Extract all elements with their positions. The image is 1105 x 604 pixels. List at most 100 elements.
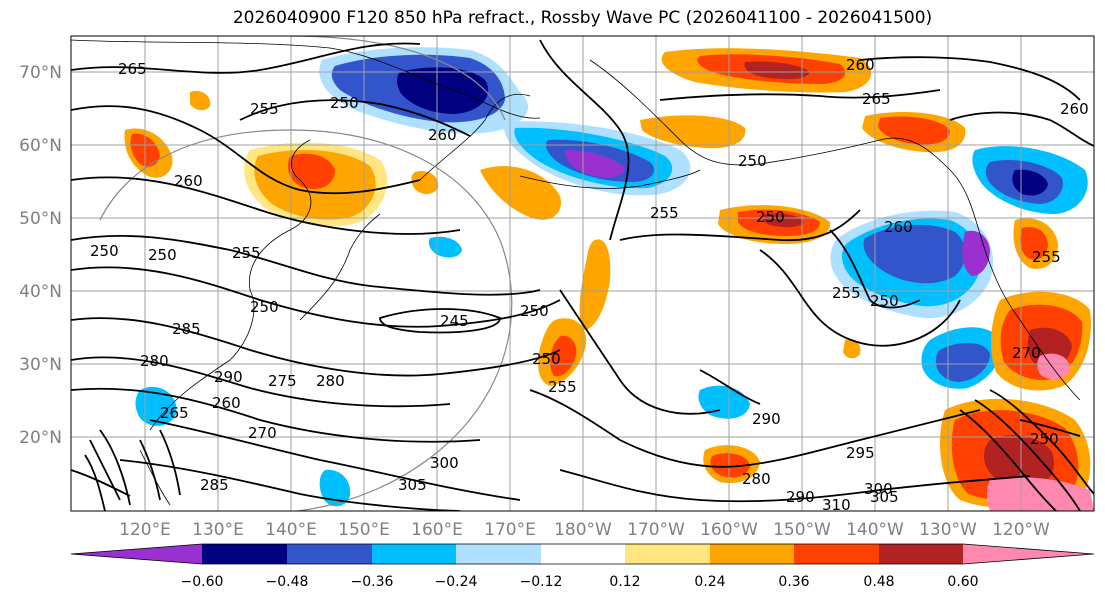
coastlines	[71, 39, 1081, 506]
contour-label: 260	[1060, 100, 1089, 118]
contour-label: 255	[650, 204, 679, 222]
lon-tick-label: 120°E	[119, 520, 171, 540]
contour-label: 305	[398, 476, 427, 494]
colorbar-tick-label: 0.60	[947, 574, 978, 590]
colorbar-segment	[456, 544, 541, 564]
contour-line	[559, 469, 1031, 503]
contour-label: 260	[212, 394, 241, 412]
contour-label: 250	[250, 298, 279, 316]
contour-label: 250	[756, 208, 785, 226]
projection-circle-outer	[289, 36, 506, 121]
contour-line	[71, 317, 561, 377]
shaded-anomaly-layer	[124, 47, 1094, 511]
refractivity-contours	[71, 39, 1094, 511]
anomaly-pos-hawaii-region	[710, 453, 750, 478]
contour-line	[71, 105, 421, 195]
contour-label: 300	[430, 454, 459, 472]
contour-label: 250	[870, 292, 899, 310]
coastline-japan	[299, 213, 381, 321]
contour-line	[959, 409, 1057, 511]
anomaly-neg-northeast-pacific	[962, 230, 990, 276]
lon-tick-label: 180°W	[554, 520, 612, 540]
map-frame	[70, 35, 1095, 512]
contour-label: 295	[846, 444, 875, 462]
contour-label: 255	[548, 378, 577, 396]
contour-label: 245	[440, 312, 469, 330]
contour-label: 250	[738, 152, 767, 170]
lat-tick-label: 70°N	[19, 63, 62, 83]
anomaly-pos-alaska-coast	[640, 115, 746, 149]
colorbar-tick-label: −0.48	[266, 574, 309, 590]
contour-label: 250	[532, 350, 561, 368]
contour-label: 270	[248, 424, 277, 442]
colorbar-segment	[710, 544, 794, 564]
contour-label: 255	[832, 284, 861, 302]
contour-line	[659, 89, 941, 101]
contour-label: 285	[172, 320, 201, 338]
contour-label: 310	[822, 496, 851, 514]
contour-label: 290	[214, 368, 243, 386]
lat-tick-label: 50°N	[19, 209, 62, 229]
colorbar-tick-label: 0.12	[609, 574, 640, 590]
contour-line	[619, 209, 861, 242]
anomaly-neg-california-coast	[936, 342, 990, 382]
lon-tick-label: 170°E	[484, 520, 536, 540]
contour-line	[539, 39, 630, 241]
contour-label: 270	[1012, 344, 1041, 362]
contour-label: 265	[862, 90, 891, 108]
contour-line	[71, 176, 461, 235]
colorbar-segment	[372, 544, 456, 564]
colorbar: −0.60 −0.48 −0.36 −0.24 −0.12 0.12 0.24 …	[70, 543, 1095, 590]
lat-tick-label: 60°N	[19, 136, 62, 156]
coastline-kamchatka	[419, 94, 531, 181]
contour-line	[859, 56, 1081, 101]
colorbar-tick-label: −0.12	[520, 574, 563, 590]
anomaly-pos-small	[411, 170, 439, 194]
anomaly-pos-small	[843, 338, 861, 359]
lon-tick-label: 150°W	[773, 520, 831, 540]
colorbar-extend-low	[71, 544, 202, 564]
contour-line	[71, 387, 481, 443]
lon-tick-label: 120°W	[992, 520, 1050, 540]
contour-label: 290	[786, 488, 815, 506]
anomaly-pos-subtropic-streak	[550, 335, 577, 377]
contour-line	[989, 389, 1094, 495]
contour-label: 290	[752, 410, 781, 428]
contour-label: 255	[250, 100, 279, 118]
contour-line	[379, 308, 501, 334]
anomaly-pos-subtropic-streak	[579, 239, 611, 330]
contour-line	[759, 249, 961, 347]
contour-label: 280	[316, 372, 345, 390]
lon-tick-label: 150°E	[338, 520, 390, 540]
contour-label: 250	[90, 242, 119, 260]
contour-line	[559, 289, 721, 415]
contour-label: 255	[232, 244, 261, 262]
contour-label: 260	[174, 172, 203, 190]
contour-label: 285	[200, 476, 229, 494]
colorbar-tick-label: −0.60	[181, 574, 224, 590]
colorbar-segment	[625, 544, 710, 564]
contour-label: 250	[1030, 430, 1059, 448]
colorbar-tick-label: −0.36	[351, 574, 394, 590]
contour-line	[149, 419, 521, 501]
contour-label: 305	[870, 488, 899, 506]
contour-line	[239, 99, 471, 137]
contour-label: 250	[330, 94, 359, 112]
lat-tick-label: 40°N	[19, 282, 62, 302]
contour-line	[1019, 419, 1081, 437]
contour-label: 260	[428, 126, 457, 144]
anomaly-neg-bering-sea	[565, 150, 625, 178]
colorbar-tick-label: 0.24	[694, 574, 725, 590]
anomaly-neg-arctic-east-siberia	[397, 67, 489, 114]
lon-tick-label: 130°E	[192, 520, 244, 540]
lat-tick-label: 30°N	[19, 355, 62, 375]
anomaly-neg-subtropic	[698, 385, 750, 419]
map-title: 2026040900 F120 850 hPa refract., Rossby…	[232, 8, 933, 28]
anomaly-pos-california-subtropic	[1037, 353, 1070, 380]
lon-tick-label: 140°E	[265, 520, 317, 540]
contour-label-group: 265 255 250 260 260 250 250 255 245 250 …	[90, 56, 1089, 514]
lon-tick-label: 140°W	[846, 520, 904, 540]
contour-line	[949, 111, 1094, 147]
anomaly-pos-canada-north	[878, 116, 950, 145]
